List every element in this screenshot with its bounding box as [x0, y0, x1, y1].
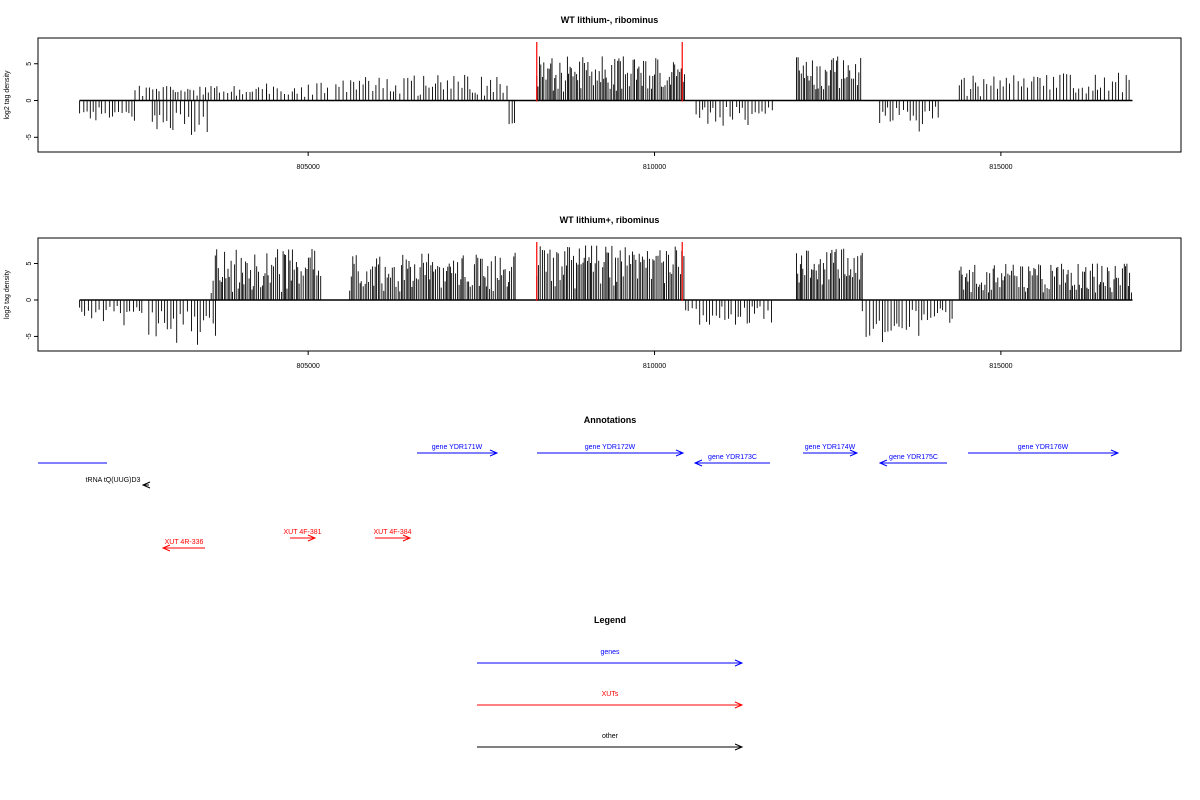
y-axis-label: log2 tag density	[4, 70, 11, 120]
plot-frame	[37, 37, 1182, 153]
feature-annotation: gene YDR172W	[537, 444, 685, 457]
y-tick-label: 5	[26, 62, 33, 66]
arrow-head-icon	[849, 449, 859, 457]
arrow-head-icon	[161, 544, 171, 552]
feature-annotation: XUT 4F-381	[284, 529, 322, 542]
feature-label: gene YDR172W	[585, 444, 636, 451]
x-tick-label: 805000	[296, 164, 319, 171]
feature-annotation: gene YDR173C	[693, 454, 770, 467]
arrow-head-icon	[734, 701, 744, 709]
feature-label: gene YDR176W	[1018, 444, 1069, 451]
arrow-head-icon	[489, 449, 499, 457]
legend-item: other	[477, 733, 744, 751]
y-axis-label: log2 tag density	[4, 269, 11, 319]
y-tick-label: 0	[26, 298, 33, 302]
feature-label: XUT 4F-381	[284, 529, 322, 536]
arrow-head-icon	[402, 534, 412, 542]
feature-annotation: XUT 4F-384	[374, 529, 412, 542]
legend-label: other	[602, 733, 619, 740]
feature-label: gene YDR174W	[805, 444, 856, 451]
track-panel-1: WT lithium-, ribominus log2 tag density -5…	[4, 15, 1182, 171]
x-tick-label: 810000	[643, 363, 666, 370]
feature-annotation: gene YDR176W	[968, 444, 1120, 457]
feature-label: XUT 4F-384	[374, 529, 412, 536]
x-tick-label: 815000	[989, 363, 1012, 370]
feature-label: XUT 4R-336	[165, 539, 204, 546]
feature-annotation: gene YDR174W	[803, 444, 859, 457]
plot-frame	[37, 237, 1182, 352]
feature-label: gene YDR173C	[708, 454, 757, 461]
arrow-head-icon	[693, 459, 703, 467]
y-tick-label: -5	[26, 134, 33, 140]
arrow-head-icon	[1110, 449, 1120, 457]
legend-title: Legend	[594, 615, 626, 625]
arrow-head-icon	[878, 459, 888, 467]
panel-title: WT lithium+, ribominus	[560, 215, 660, 225]
arrow-head-icon	[734, 743, 744, 751]
feature-label: gene YDR175C	[889, 454, 938, 461]
y-tick-label: 0	[26, 98, 33, 102]
feature-annotation: XUT 4R-336	[161, 539, 205, 552]
legend-panel: Legend genes XUTs other	[477, 615, 744, 751]
x-tick-label: 810000	[643, 164, 666, 171]
legend-item: XUTs	[477, 691, 744, 709]
x-tick-label: 815000	[989, 164, 1012, 171]
feature-annotation: gene YDR171W	[417, 444, 499, 457]
legend-label: genes	[600, 649, 620, 656]
track-panel-2: WT lithium+, ribominus log2 tag density -5…	[4, 215, 1182, 370]
arrow-head-icon	[675, 449, 685, 457]
annotations-title: Annotations	[584, 415, 637, 425]
feature-label: tRNA tQ(UUG)D3	[86, 477, 141, 484]
feature-annotation: tRNA tQ(UUG)D3	[86, 477, 151, 489]
bar-series	[79, 56, 1130, 135]
y-tick-label: 5	[26, 261, 33, 265]
x-tick-label: 805000	[296, 363, 319, 370]
annotations-panel: Annotations gene YDR171W gene YDR172W gene …	[38, 415, 1120, 552]
legend-label: XUTs	[602, 691, 619, 698]
feature-label: gene YDR171W	[432, 444, 483, 451]
arrow-head-icon	[307, 534, 317, 542]
legend-item: genes	[477, 649, 744, 667]
panel-title: WT lithium-, ribominus	[561, 15, 659, 25]
y-tick-label: -5	[26, 333, 33, 339]
bar-series	[79, 245, 1132, 345]
arrow-head-icon	[734, 659, 744, 667]
arrow-head-icon	[141, 481, 151, 489]
feature-annotation: gene YDR175C	[878, 454, 947, 467]
